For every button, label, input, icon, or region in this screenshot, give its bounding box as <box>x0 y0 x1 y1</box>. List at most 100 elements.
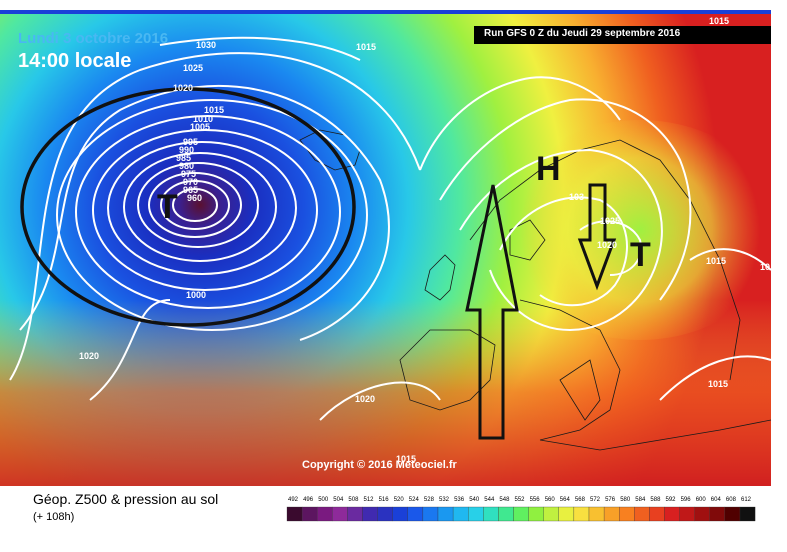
isobar-label: 1030 <box>196 40 217 50</box>
scale-tick-label: 544 <box>484 497 495 503</box>
scale-swatch <box>558 506 575 522</box>
isobar-label: 995 <box>183 137 199 147</box>
scale-tick-label: 612 <box>741 497 752 503</box>
isobar-label: 1015 <box>396 454 417 464</box>
scale-tick-label: 532 <box>439 497 450 503</box>
isobar-label: 1020 <box>173 83 194 93</box>
isobars <box>9 36 772 421</box>
scale-swatch <box>619 506 635 522</box>
coastlines <box>299 129 772 451</box>
scale-swatch <box>664 506 680 522</box>
scale-swatch <box>739 506 756 522</box>
color-scale: 492 496 500 504 508 512 516 520 524 528 532 536 540 5… <box>286 497 756 522</box>
scale-swatch <box>407 506 424 522</box>
scale-tick-label: 608 <box>726 497 737 503</box>
isobar-label: 10 <box>760 262 771 272</box>
isobar-label: 1020 <box>355 394 376 404</box>
isobar-label: 985 <box>176 153 192 163</box>
isobar-label: 960 <box>187 193 203 203</box>
scale-tick-label: 508 <box>348 497 359 503</box>
scale-swatch <box>543 506 559 522</box>
run-bar <box>474 26 771 44</box>
low-pressure-circle <box>20 87 356 327</box>
scale-tick-label: 584 <box>635 497 646 503</box>
scale-tick-label: 576 <box>605 497 616 503</box>
scale-swatch <box>709 506 726 522</box>
scale-swatch <box>468 506 484 522</box>
scale-tick-label: 600 <box>696 497 707 503</box>
scale-tick-label: 588 <box>650 497 661 503</box>
scale-tick-label: 496 <box>303 497 314 503</box>
scale-swatch <box>362 506 378 522</box>
high-pressure-marker: H <box>536 150 561 188</box>
scale-swatch <box>588 506 605 522</box>
scale-tick-label: 524 <box>409 497 420 503</box>
scale-tick-label: 540 <box>469 497 480 503</box>
scale-tick-label: 564 <box>560 497 571 503</box>
scale-swatch <box>483 506 499 522</box>
scale-tick-label: 516 <box>379 497 390 503</box>
scale-swatch <box>498 506 514 522</box>
scale-swatch <box>452 506 469 522</box>
scale-swatch <box>694 506 710 522</box>
isobar-label: 1005 <box>190 122 211 132</box>
isobar-label: 103 <box>569 192 585 202</box>
scale-tick-label: 552 <box>515 497 526 503</box>
scale-swatch <box>377 506 393 522</box>
isobar-label: 1015 <box>204 105 225 115</box>
forecast-horizon: (+ 108h) <box>33 511 75 523</box>
isobar-label: 1010 <box>193 114 214 124</box>
isobar-label: 1015 <box>708 379 729 389</box>
southward-arrow <box>577 183 617 291</box>
isobar-label: 965 <box>183 185 199 195</box>
scale-tick-label: 592 <box>666 497 677 503</box>
scale-tick-label: 556 <box>530 497 541 503</box>
scale-swatch <box>392 506 408 522</box>
isobar-label: 1025 <box>183 63 204 73</box>
low-pressure-marker: T <box>630 236 651 274</box>
scale-tick-label: 560 <box>545 497 556 503</box>
isobar-label: 1020 <box>597 240 618 250</box>
forecast-time: 14:00 locale <box>18 50 132 72</box>
isobar-label: 1015 <box>709 16 730 26</box>
northward-arrow <box>465 184 519 440</box>
scale-swatch <box>573 506 590 522</box>
scale-swatch <box>528 506 544 522</box>
scale-tick-label: 504 <box>333 497 344 503</box>
isobar-label: 1015 <box>356 42 377 52</box>
scale-swatch <box>301 506 318 522</box>
isobar-label: 990 <box>179 145 195 155</box>
scale-swatch <box>286 506 303 522</box>
isobar-label: 1015 <box>706 256 727 266</box>
scale-tick-label: 596 <box>681 497 692 503</box>
scale-swatch <box>634 506 650 522</box>
scale-swatch <box>332 506 348 522</box>
scale-tick-label: 492 <box>288 497 299 503</box>
scale-swatch <box>724 506 741 522</box>
isobar-label: 1000 <box>186 290 207 300</box>
scale-tick-label: 500 <box>318 497 329 503</box>
isobar-label: 980 <box>179 161 195 171</box>
scale-tick-label: 512 <box>364 497 375 503</box>
map-title: Géop. Z500 & pression au sol <box>33 491 219 507</box>
copyright: Copyright © 2016 Meteociel.fr <box>302 459 457 471</box>
forecast-date: Lundi 3 octobre 2016 <box>18 30 169 47</box>
scale-tick-label: 528 <box>424 497 435 503</box>
scale-swatch <box>437 506 454 522</box>
isobar-label: 1025 <box>600 216 621 226</box>
scale-tick-label: 536 <box>454 497 465 503</box>
low-pressure-marker: T <box>157 188 178 226</box>
scale-tick-label: 604 <box>711 497 722 503</box>
scale-tick-label: 520 <box>394 497 405 503</box>
scale-tick-label: 548 <box>499 497 510 503</box>
scale-tick-label: 568 <box>575 497 586 503</box>
scale-swatch <box>347 506 363 522</box>
scale-swatch <box>422 506 439 522</box>
isobar-label: 970 <box>183 177 199 187</box>
scale-swatch <box>317 506 333 522</box>
scale-swatch <box>603 506 620 522</box>
scale-swatch <box>679 506 695 522</box>
run-label: Run GFS 0 Z du Jeudi 29 septembre 2016 <box>484 28 681 39</box>
scale-swatch <box>649 506 665 522</box>
